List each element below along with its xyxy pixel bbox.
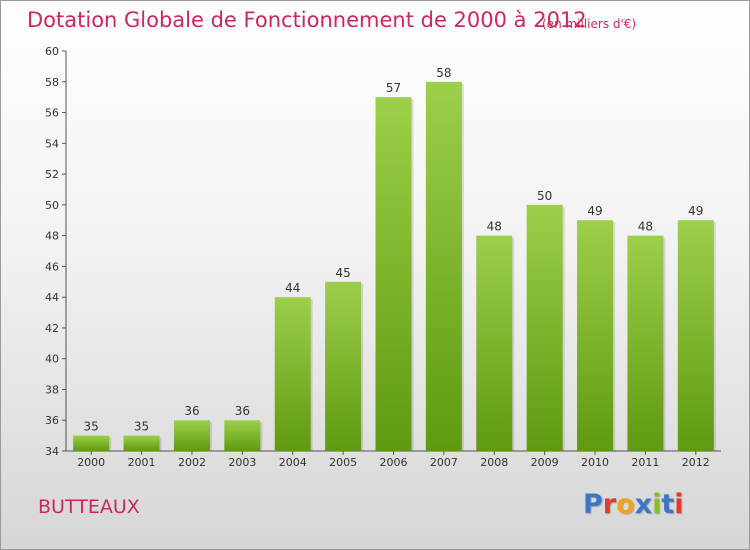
x-tick-label: 2006: [380, 456, 408, 469]
x-tick-label: 2007: [430, 456, 458, 469]
x-tick-label: 2012: [682, 456, 710, 469]
bar: [476, 235, 513, 451]
bar-data-label: 35: [134, 420, 149, 434]
y-tick-label: 36: [45, 414, 59, 427]
bar-data-label: 48: [487, 220, 502, 234]
bar: [677, 220, 714, 451]
brand-letter: i: [674, 489, 684, 520]
bar: [577, 220, 614, 451]
x-tick-label: 2005: [329, 456, 357, 469]
bar: [325, 281, 362, 451]
x-tick-label: 2010: [581, 456, 609, 469]
bar-data-label: 44: [285, 281, 300, 295]
y-tick-label: 52: [45, 168, 59, 181]
y-tick-label: 60: [45, 45, 59, 58]
y-tick-label: 50: [45, 199, 59, 212]
x-tick-label: 2001: [128, 456, 156, 469]
brand-letter: x: [634, 489, 653, 520]
brand-letter: r: [602, 489, 617, 520]
y-tick-label: 38: [45, 383, 59, 396]
commune-name: BUTTEAUX: [38, 496, 140, 518]
bar: [123, 435, 160, 451]
bar-data-label: 36: [235, 404, 250, 418]
brand-letter: t: [661, 489, 675, 520]
x-tick-label: 2003: [228, 456, 256, 469]
bar-data-label: 36: [184, 404, 199, 418]
bar: [274, 297, 311, 451]
chart-subtitle: (en milliers d'€): [542, 17, 637, 31]
x-tick-label: 2009: [531, 456, 559, 469]
chart-title: Dotation Globale de Fonctionnement de 20…: [27, 8, 587, 32]
y-tick-label: 44: [45, 291, 59, 304]
bar-data-label: 45: [335, 266, 350, 280]
y-tick-label: 58: [45, 76, 59, 89]
bar: [375, 97, 412, 452]
bar-data-label: 57: [386, 81, 401, 95]
bar-data-label: 48: [638, 220, 653, 234]
brand-letter: i: [652, 489, 662, 520]
y-tick-label: 56: [45, 107, 59, 120]
bar: [526, 204, 563, 451]
bar: [73, 435, 110, 451]
x-tick-label: 2000: [77, 456, 105, 469]
bar: [425, 81, 462, 452]
bar-data-label: 49: [688, 204, 703, 218]
bar-data-label: 50: [537, 189, 552, 203]
bar: [224, 420, 261, 451]
x-tick-label: 2004: [279, 456, 307, 469]
x-tick-label: 2002: [178, 456, 206, 469]
y-tick-label: 34: [45, 445, 59, 458]
x-tick-label: 2011: [631, 456, 659, 469]
brand-letter: P: [583, 489, 603, 520]
bar-data-label: 35: [84, 420, 99, 434]
bar-data-label: 58: [436, 66, 451, 80]
bar-data-label: 49: [587, 204, 602, 218]
y-tick-label: 46: [45, 260, 59, 273]
brand-letter: o: [616, 489, 635, 520]
y-tick-label: 48: [45, 230, 59, 243]
y-tick-label: 54: [45, 137, 59, 150]
bar: [173, 420, 210, 451]
y-tick-label: 40: [45, 353, 59, 366]
y-tick-label: 42: [45, 322, 59, 335]
brand-logo[interactable]: Proxiti: [583, 489, 684, 520]
x-tick-label: 2008: [480, 456, 508, 469]
bar: [627, 235, 664, 451]
